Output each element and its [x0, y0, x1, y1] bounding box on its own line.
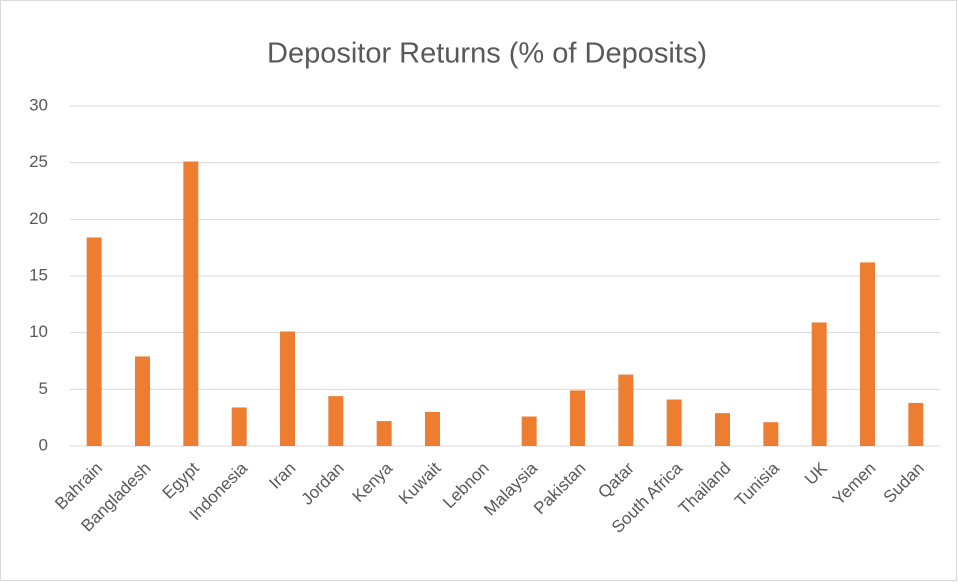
- bar: [231, 407, 247, 446]
- bar: [328, 396, 344, 446]
- bar: [763, 422, 779, 446]
- y-tick-label: 10: [29, 322, 48, 341]
- y-tick-label: 15: [29, 265, 48, 284]
- bar: [908, 402, 924, 446]
- bar: [860, 262, 875, 446]
- y-tick-label: 25: [29, 152, 48, 171]
- bar: [86, 237, 102, 446]
- chart-title: Depositor Returns (% of Deposits): [267, 38, 707, 70]
- bar: [570, 390, 585, 446]
- bar: [183, 161, 199, 447]
- bar: [715, 413, 730, 446]
- y-tick-label: 0: [39, 435, 48, 454]
- y-tick-label: 5: [39, 379, 48, 398]
- bar: [521, 416, 537, 446]
- bar: [811, 322, 827, 446]
- bar: [666, 399, 682, 446]
- y-tick-label: 20: [29, 209, 48, 228]
- bar: [135, 356, 150, 446]
- bar: [280, 331, 295, 446]
- bar: [618, 374, 634, 446]
- bar: [376, 421, 392, 446]
- bar: [425, 412, 440, 446]
- y-tick-label: 30: [29, 95, 48, 114]
